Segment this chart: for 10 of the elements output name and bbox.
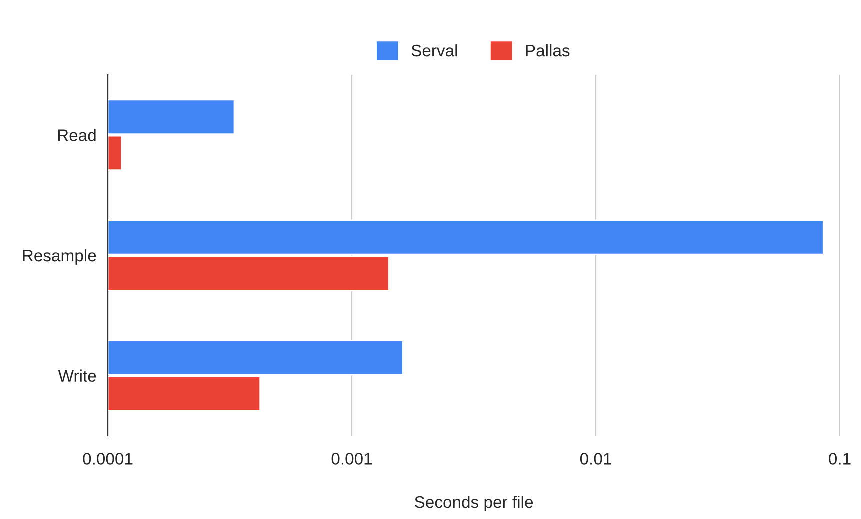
legend-label: Serval: [412, 44, 458, 57]
y-tick-label: Resample: [23, 249, 96, 265]
y-tick-label: Read: [58, 129, 96, 142]
y-tick-label: Write: [58, 370, 96, 382]
x-tick-label: 0.01: [580, 453, 612, 465]
x-tick-label: 0.001: [332, 453, 372, 465]
legend-label: Pallas: [526, 44, 570, 57]
x-tick-label: 0.1: [829, 453, 851, 465]
x-axis-title: Seconds per file: [415, 496, 534, 512]
x-tick-label: 0.0001: [83, 453, 133, 465]
